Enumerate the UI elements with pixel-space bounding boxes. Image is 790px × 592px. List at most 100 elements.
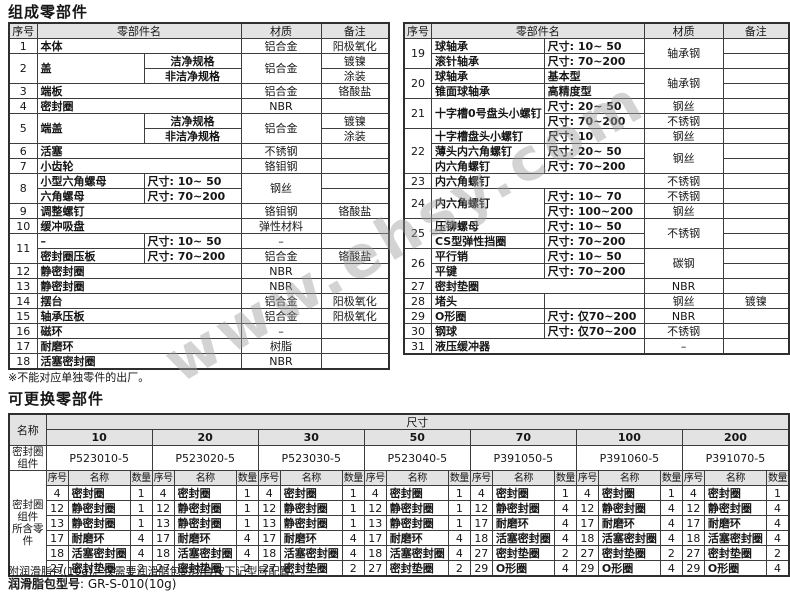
sub-header-cell: 名称 <box>279 470 343 486</box>
table-cell: 轴承钢 <box>643 38 724 69</box>
table-cell: 球轴承 <box>431 38 545 54</box>
size-header-cell: 30 <box>257 429 365 446</box>
table-cell: 树脂 <box>240 338 322 354</box>
part-number-cell: P523010-5 <box>45 445 153 471</box>
table-cell: 调整螺钉 <box>36 203 242 219</box>
part-qty-cell: 1 <box>553 485 577 501</box>
part-qty-cell: 2 <box>765 545 790 561</box>
table-cell: 不锈钢 <box>643 218 724 249</box>
table-cell: 尺寸: 10~ 50 <box>543 38 645 54</box>
part-no-cell: 29 <box>575 560 599 577</box>
column-header-cell: 零部件名 <box>431 22 645 39</box>
table-cell: NBR <box>240 278 322 294</box>
table-cell <box>722 158 790 174</box>
part-no-cell: 4 <box>469 485 493 501</box>
part-name-cell: 密封圈 <box>491 485 555 501</box>
table-cell: 尺寸: 70~200 <box>143 188 242 204</box>
table-cell: 尺寸: 10~ 70 <box>543 188 645 204</box>
part-name-cell: 活塞密封圈 <box>597 530 661 546</box>
table-cell: 钢丝 <box>643 143 724 174</box>
part-name-cell: 耐磨环 <box>173 530 237 546</box>
components-table-items-1-18: 序号 零部件名 材质 备注 1 本体 铝合金 阳极氧化 2 盖洁净规格 铝合金 镀镍 非洁净规格 涂装 3 端… <box>8 22 390 370</box>
part-name-cell: 密封圈 <box>67 485 131 501</box>
part-no-cell: 17 <box>257 530 281 546</box>
table-cell: 15 <box>8 308 38 324</box>
table-cell: 尺寸: 20~ 50 <box>543 98 645 114</box>
sub-header-cell: 序号 <box>363 470 387 486</box>
table-cell <box>543 293 645 309</box>
table-cell <box>722 248 790 264</box>
part-name-cell: 静密封圈 <box>67 500 131 516</box>
part-no-cell: 4 <box>45 485 69 501</box>
table-cell: 平键 <box>431 263 545 279</box>
size-header-cell: 200 <box>681 429 790 446</box>
column-header-cell: 备注 <box>722 22 790 39</box>
part-no-cell: 12 <box>257 500 281 516</box>
table-cell: 涂装 <box>320 128 390 144</box>
part-qty-cell: 2 <box>235 560 259 577</box>
table-cell: 密封圈 <box>36 98 242 114</box>
table-cell: 铝合金 <box>240 248 322 264</box>
table-cell: 液压缓冲器 <box>431 338 645 355</box>
table-cell: 薄头内六角螺钉 <box>431 143 545 159</box>
table-cell: 27 <box>403 278 432 294</box>
table-cell: 3 <box>8 83 38 99</box>
column-header-cell: 零部件名 <box>36 22 242 39</box>
column-header-cell: 材质 <box>240 22 322 39</box>
table-cell <box>722 38 790 54</box>
sub-header-cell: 序号 <box>575 470 599 486</box>
part-no-cell: 13 <box>363 515 387 531</box>
table-cell: 13 <box>8 278 38 294</box>
sub-header-cell: 数量 <box>341 470 365 486</box>
part-qty-cell: 4 <box>765 500 790 516</box>
table-cell <box>722 278 790 294</box>
part-no-cell: 12 <box>681 500 705 516</box>
part-name-cell: 活塞密封圈 <box>67 545 131 561</box>
table-cell <box>722 233 790 249</box>
table-cell <box>722 323 790 339</box>
components-footnote: ※不能对应单独零件的出厂。 <box>8 371 150 384</box>
table-cell: 17 <box>8 338 38 354</box>
table-cell: 阳极氧化 <box>320 308 390 324</box>
table-cell <box>722 53 790 69</box>
size-header-cell: 100 <box>575 429 683 446</box>
part-name-cell: 密封垫圈 <box>67 560 131 577</box>
part-number-cell: P391050-5 <box>469 445 577 471</box>
part-no-cell: 4 <box>575 485 599 501</box>
part-qty-cell: 1 <box>235 515 259 531</box>
table-cell: 铬酸盐 <box>320 248 390 264</box>
sub-header-cell: 数量 <box>129 470 153 486</box>
table-cell: 本体 <box>36 38 242 54</box>
sub-header-cell: 名称 <box>173 470 237 486</box>
part-qty-cell: 4 <box>235 545 259 561</box>
components-table-items-19-31: 序号 零部件名 材质 备注 19 球轴承 尺寸: 10~ 50 轴承钢 滚针轴承 尺寸: 70~2… <box>403 22 790 355</box>
part-qty-cell: 4 <box>553 560 577 577</box>
part-qty-cell: 1 <box>129 485 153 501</box>
part-qty-cell: 4 <box>765 515 790 531</box>
table-cell: – <box>240 233 322 249</box>
part-name-cell: 耐磨环 <box>67 530 131 546</box>
table-cell: 端盖 <box>36 113 145 144</box>
table-cell: 洁净规格 <box>143 113 242 129</box>
part-qty-cell: 1 <box>447 515 471 531</box>
part-name-cell: 活塞密封圈 <box>279 545 343 561</box>
table-cell: 弹性材料 <box>240 218 322 234</box>
table-cell: NBR <box>240 98 322 114</box>
part-no-cell: 17 <box>45 530 69 546</box>
table-cell <box>722 83 790 99</box>
section-title-replaceable: 可更换零部件 <box>8 390 105 408</box>
table-cell: 2 <box>8 53 38 84</box>
table-cell: 静密封圈 <box>36 263 242 279</box>
table-cell: 轴承压板 <box>36 308 242 324</box>
part-name-cell: 活塞密封圈 <box>491 530 555 546</box>
part-no-cell: 29 <box>681 560 705 577</box>
parts-grid: 序号 零部件名 材质 备注 19 球轴承 尺寸: 10~ 50 轴承钢 滚针轴承 尺寸: 70~2… <box>403 22 790 355</box>
part-qty-cell: 4 <box>447 545 471 561</box>
part-qty-cell: 2 <box>447 560 471 577</box>
table-cell: 平行销 <box>431 248 545 264</box>
parts-grid: 序号 零部件名 材质 备注 1 本体 铝合金 阳极氧化 2 盖洁净规格 铝合金 镀镍 非洁净规格 涂装 3 端… <box>8 22 390 370</box>
table-cell: 摆台 <box>36 293 242 309</box>
table-cell <box>722 113 790 129</box>
table-cell: 尺寸: 20~ 50 <box>543 143 645 159</box>
column-header-cell: 序号 <box>403 22 432 39</box>
